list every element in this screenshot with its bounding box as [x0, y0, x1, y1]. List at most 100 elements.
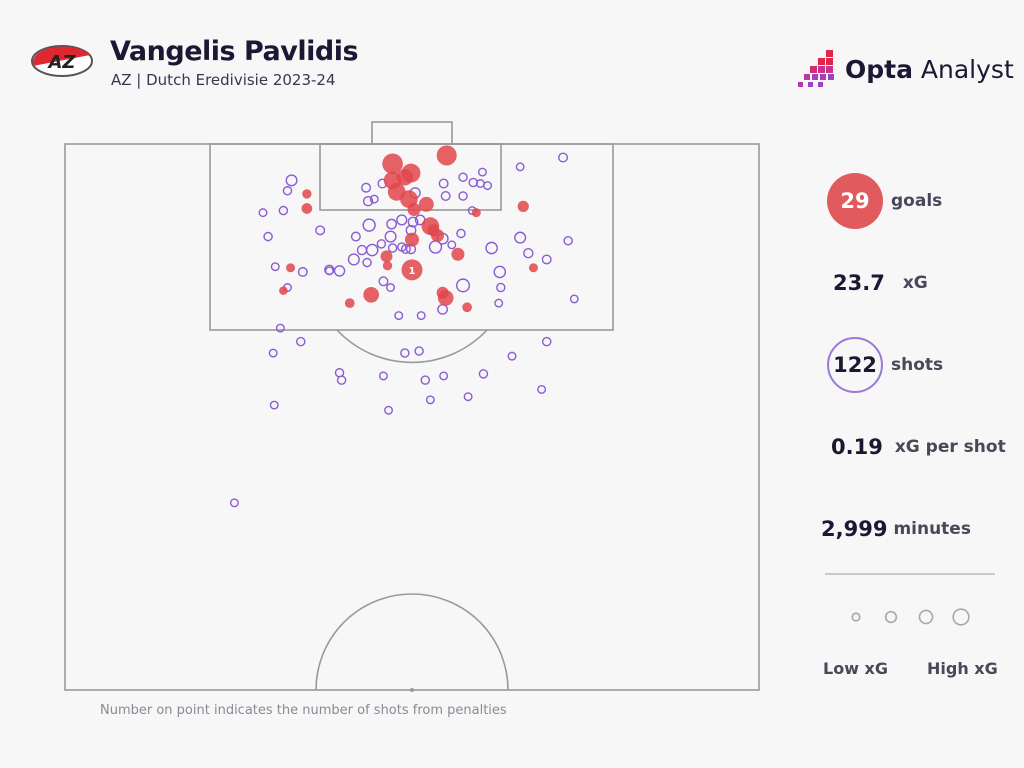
legend-low-xg: Low xG — [823, 659, 888, 678]
shot-miss — [456, 278, 471, 293]
brand-bold: Opta — [845, 55, 913, 84]
shot-goal — [462, 302, 472, 313]
shot-miss — [396, 214, 408, 226]
opta-analyst-brand: Opta Analyst — [845, 55, 1014, 84]
legend-high-xg: High xG — [927, 659, 998, 678]
shot-miss — [275, 323, 285, 333]
shot-goal — [451, 247, 465, 261]
shot-miss — [315, 225, 326, 236]
shot-goal — [301, 203, 313, 214]
xg-label: xG — [902, 273, 928, 293]
shot-miss — [369, 194, 379, 204]
shot-miss — [362, 218, 376, 232]
shot-miss — [541, 254, 552, 265]
xg-per-shot-label: xG per shot — [894, 437, 1006, 457]
shot-goal — [344, 298, 355, 309]
shot-miss — [458, 191, 468, 201]
shot-miss — [378, 371, 388, 381]
shot-miss — [478, 369, 489, 379]
shot-miss — [384, 230, 397, 243]
shot-miss — [282, 186, 293, 196]
goal — [371, 121, 453, 145]
shot-goal — [405, 232, 419, 247]
az-club-logo: AZ — [31, 45, 93, 77]
shot-miss — [297, 266, 308, 277]
shot-miss — [569, 294, 579, 304]
shot-miss — [394, 311, 404, 321]
shot-miss — [493, 265, 507, 279]
shot-miss — [362, 257, 372, 268]
shot-map-pitch: 1 — [64, 121, 760, 692]
shot-miss — [386, 218, 397, 230]
goals-badge: 29 — [827, 173, 883, 229]
shot-miss — [333, 265, 346, 277]
shot-miss — [437, 303, 449, 315]
xg-size-legend — [851, 608, 970, 626]
shot-miss — [447, 240, 457, 250]
shot-miss — [362, 195, 374, 207]
shot-miss — [425, 395, 435, 405]
shot-miss — [229, 498, 239, 508]
shot-goal — [286, 263, 296, 273]
divider — [825, 573, 995, 575]
shots-layer: 1 — [229, 145, 579, 508]
shot-miss — [494, 298, 504, 308]
shot-miss — [378, 276, 389, 287]
centre-circle — [315, 593, 509, 691]
penalty-arc — [336, 329, 488, 364]
player-name-title: Vangelis Pavlidis — [110, 36, 359, 67]
shot-goal — [418, 196, 434, 212]
legend-size-circle — [918, 609, 934, 625]
shot-miss — [438, 178, 449, 189]
shot-miss — [336, 375, 347, 385]
shot-miss — [278, 205, 289, 216]
shot-miss — [407, 216, 419, 228]
penalty-count-label: 1 — [409, 266, 416, 277]
shot-miss — [563, 235, 573, 246]
shot-miss — [477, 167, 487, 177]
shot-miss — [269, 400, 279, 410]
shot-miss — [387, 243, 398, 253]
shot-miss — [258, 208, 268, 218]
shot-miss — [295, 336, 306, 347]
shot-miss — [270, 262, 280, 272]
shot-goal — [436, 145, 457, 166]
legend-size-circle — [851, 612, 861, 622]
shot-miss — [456, 228, 466, 239]
stat-xg: 23.7 xG — [833, 271, 928, 295]
shot-miss — [416, 311, 426, 321]
shot-miss — [463, 392, 473, 402]
stat-shots: 122 shots — [827, 337, 943, 393]
goals-label: goals — [891, 191, 943, 211]
shot-miss — [263, 231, 273, 242]
shot-goal — [363, 286, 380, 303]
legend-size-circle — [952, 608, 970, 626]
minutes-label: minutes — [893, 519, 971, 539]
shot-goal — [380, 250, 393, 263]
shot-miss — [268, 348, 278, 358]
shot-miss — [485, 241, 498, 255]
shot-miss — [420, 375, 431, 385]
shot-miss — [507, 351, 517, 361]
shot-goal — [382, 260, 393, 271]
footnote: Number on point indicates the number of … — [100, 703, 507, 718]
shot-goal — [382, 153, 403, 175]
shot-miss — [365, 243, 379, 257]
shot-miss — [496, 282, 506, 293]
shot-miss — [537, 384, 547, 394]
stat-xg-per-shot: 0.19 xG per shot — [831, 435, 1006, 459]
centre-spot — [410, 688, 414, 692]
xg-per-shot-value: 0.19 — [831, 435, 883, 459]
shot-miss — [350, 231, 361, 242]
shot-goal — [302, 189, 312, 199]
shot-miss — [285, 174, 298, 187]
shot-miss — [386, 283, 396, 292]
goals-value: 29 — [840, 189, 870, 213]
shot-miss — [347, 253, 360, 266]
shot-goal — [517, 200, 529, 213]
shot-miss — [400, 348, 410, 358]
shot-miss — [458, 172, 468, 183]
shot-goal — [528, 263, 538, 273]
shot-miss — [514, 231, 527, 244]
shots-badge: 122 — [827, 337, 883, 393]
